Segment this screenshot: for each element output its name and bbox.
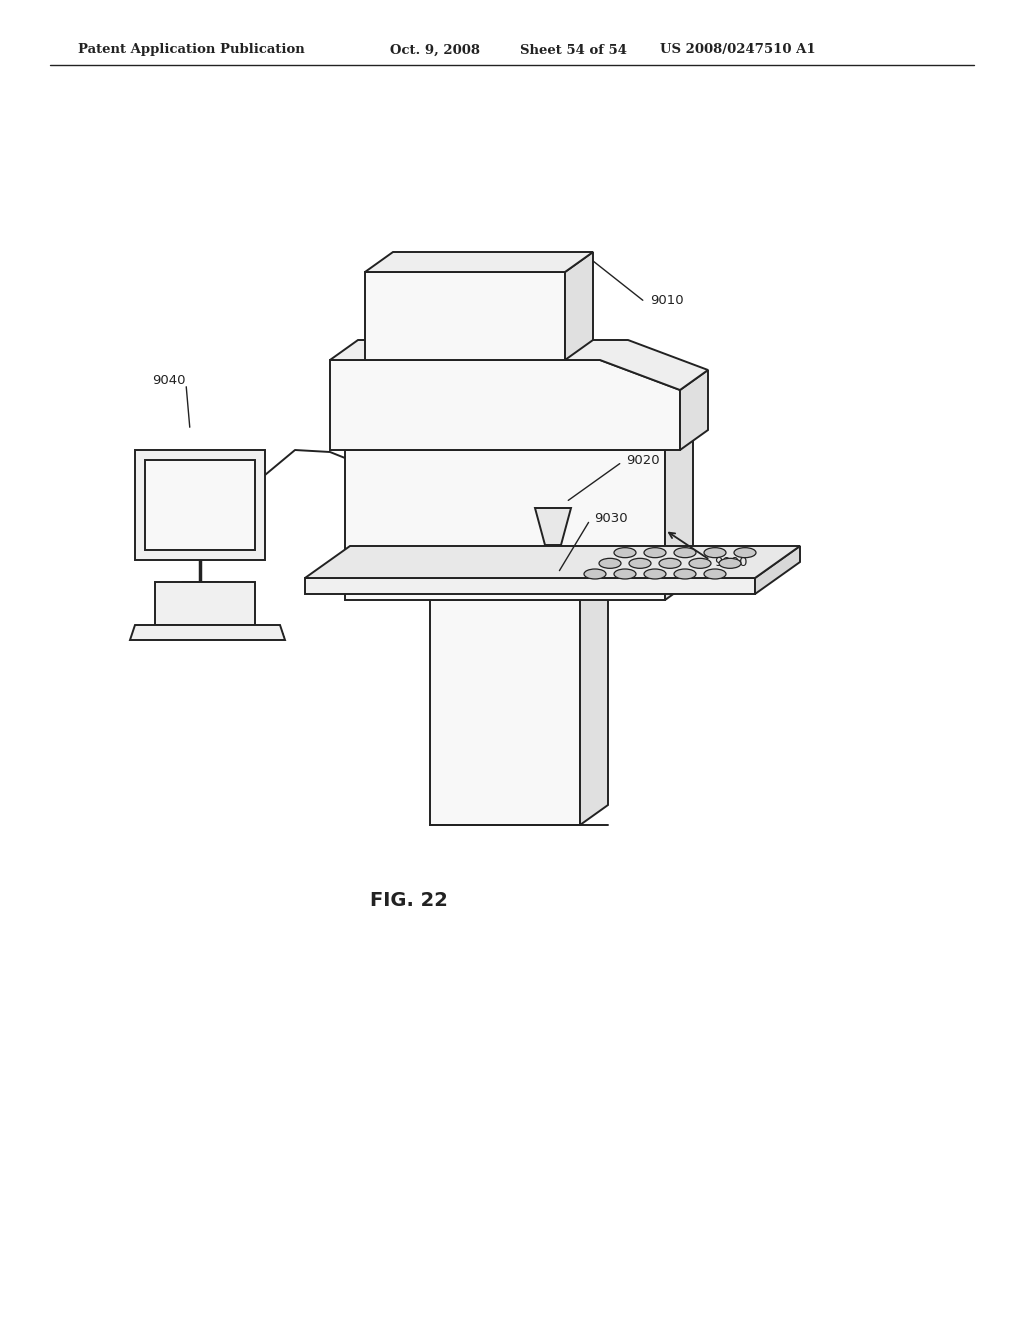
Ellipse shape (629, 558, 651, 569)
Ellipse shape (705, 548, 726, 557)
Ellipse shape (644, 569, 666, 579)
Ellipse shape (644, 548, 666, 557)
Polygon shape (145, 459, 255, 550)
Text: 9040: 9040 (152, 374, 185, 387)
Ellipse shape (614, 548, 636, 557)
Polygon shape (365, 252, 593, 272)
Ellipse shape (659, 558, 681, 569)
Polygon shape (135, 450, 265, 560)
Polygon shape (430, 601, 580, 825)
Polygon shape (345, 450, 665, 601)
Polygon shape (305, 578, 755, 594)
Ellipse shape (599, 558, 621, 569)
Polygon shape (330, 360, 680, 450)
Text: 9020: 9020 (626, 454, 659, 466)
Ellipse shape (674, 569, 696, 579)
Ellipse shape (614, 569, 636, 579)
Polygon shape (665, 430, 693, 601)
Polygon shape (330, 341, 708, 389)
Ellipse shape (584, 569, 606, 579)
Ellipse shape (674, 548, 696, 557)
Text: Oct. 9, 2008: Oct. 9, 2008 (390, 44, 480, 57)
Text: FIG. 22: FIG. 22 (370, 891, 447, 909)
Polygon shape (680, 370, 708, 450)
Text: 9030: 9030 (594, 511, 628, 524)
Text: Sheet 54 of 54: Sheet 54 of 54 (520, 44, 627, 57)
Ellipse shape (734, 548, 756, 557)
Text: 9010: 9010 (650, 293, 684, 306)
Polygon shape (565, 252, 593, 360)
Polygon shape (345, 430, 693, 450)
Polygon shape (580, 579, 608, 825)
Ellipse shape (705, 569, 726, 579)
Text: Patent Application Publication: Patent Application Publication (78, 44, 305, 57)
Ellipse shape (719, 558, 741, 569)
Polygon shape (155, 582, 255, 624)
Polygon shape (130, 624, 285, 640)
Polygon shape (305, 546, 800, 578)
Polygon shape (430, 579, 608, 601)
Polygon shape (535, 508, 571, 545)
Text: US 2008/0247510 A1: US 2008/0247510 A1 (660, 44, 816, 57)
Text: 9000: 9000 (714, 556, 748, 569)
Ellipse shape (689, 558, 711, 569)
Polygon shape (755, 546, 800, 594)
Polygon shape (365, 272, 565, 360)
